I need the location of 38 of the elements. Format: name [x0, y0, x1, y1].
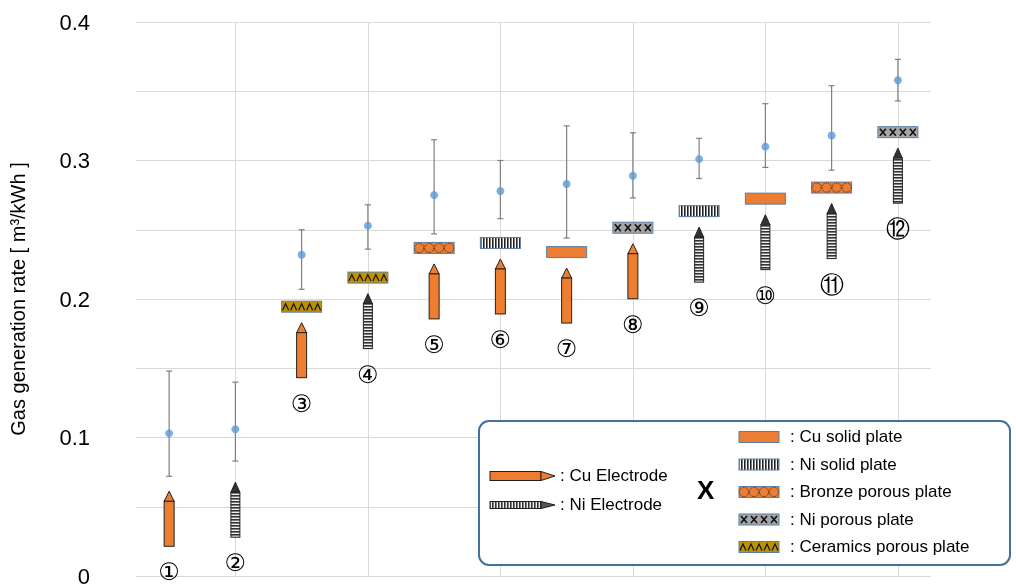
y-tick-label: 0.2	[59, 286, 90, 312]
x-tick-label: ⑨	[688, 294, 710, 323]
annotation: : Ni porous plate	[790, 509, 914, 529]
x-tick-label: ①	[158, 558, 180, 587]
point	[893, 76, 902, 85]
annotation: : Cu solid plate	[790, 427, 903, 447]
point	[231, 425, 240, 434]
point	[165, 429, 174, 438]
annotation: : Ni solid plate	[790, 454, 897, 474]
point	[761, 142, 770, 151]
point	[827, 131, 836, 140]
x-tick-label: ⑩	[754, 281, 777, 310]
x-tick-label: ⑫	[885, 215, 910, 244]
y-axis-title: Gas generation rate [ m³/kWh ]	[7, 162, 29, 436]
point	[297, 250, 306, 259]
x-tick-label: ⑧	[622, 310, 644, 339]
y-tick-label: 0.1	[59, 425, 90, 450]
annotation: X	[697, 474, 715, 505]
x-tick-label: ②	[224, 549, 247, 578]
point	[695, 155, 704, 164]
y-tick-label: 0.3	[59, 148, 90, 173]
annotation: : Cu Electrode	[560, 466, 668, 486]
x-tick-label: ④	[357, 360, 379, 389]
x-tick-label: ⑪	[819, 270, 844, 299]
annotation: : Ni Electrode	[560, 495, 663, 515]
annotation: : Ceramics porous plate	[790, 537, 970, 557]
x-tick-label: ⑥	[489, 325, 512, 354]
point	[628, 171, 637, 180]
annotation: : Bronze porous plate	[790, 482, 952, 502]
point	[562, 180, 571, 189]
point	[363, 221, 372, 230]
y-tick-label: 0	[77, 563, 90, 587]
x-tick-label: ⑤	[423, 330, 445, 359]
point	[496, 186, 505, 195]
y-tick-label: 0.4	[59, 9, 90, 35]
point	[430, 191, 439, 200]
x-tick-label: ③	[290, 389, 313, 418]
x-tick-label: ⑦	[555, 335, 578, 364]
